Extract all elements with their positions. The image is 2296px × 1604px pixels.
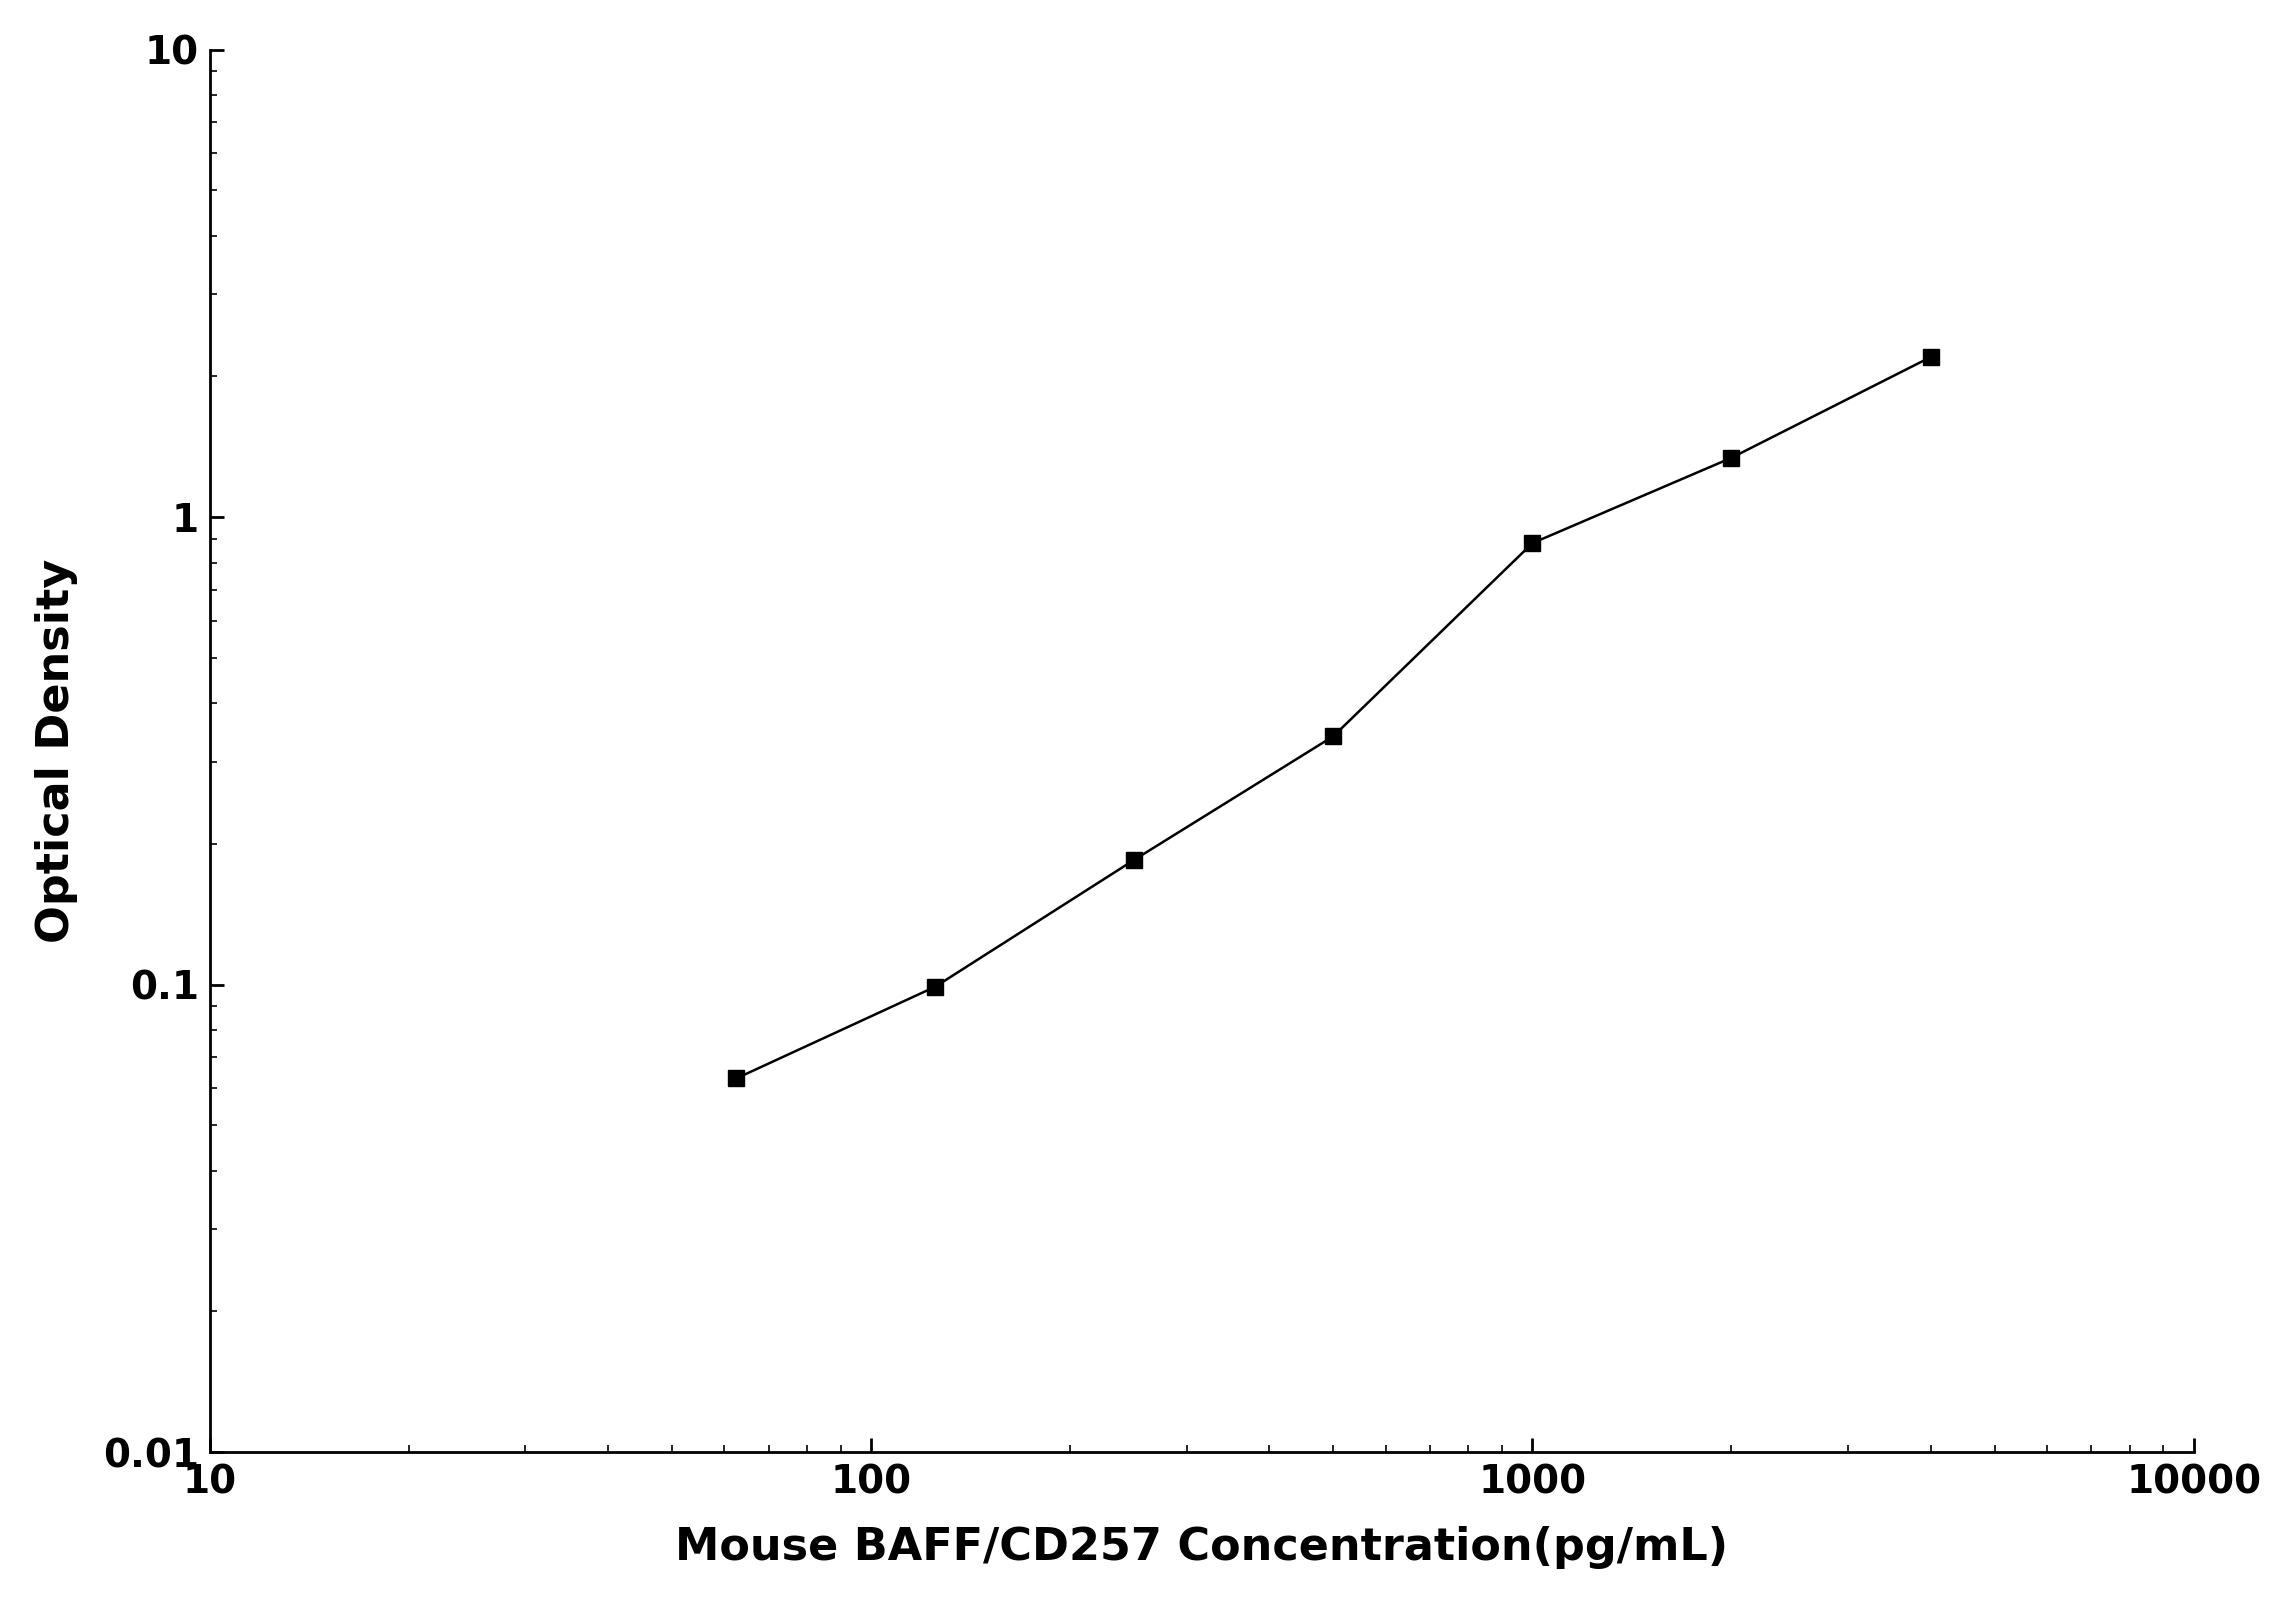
Y-axis label: Optical Density: Optical Density [34, 558, 78, 943]
X-axis label: Mouse BAFF/CD257 Concentration(pg/mL): Mouse BAFF/CD257 Concentration(pg/mL) [675, 1527, 1729, 1569]
